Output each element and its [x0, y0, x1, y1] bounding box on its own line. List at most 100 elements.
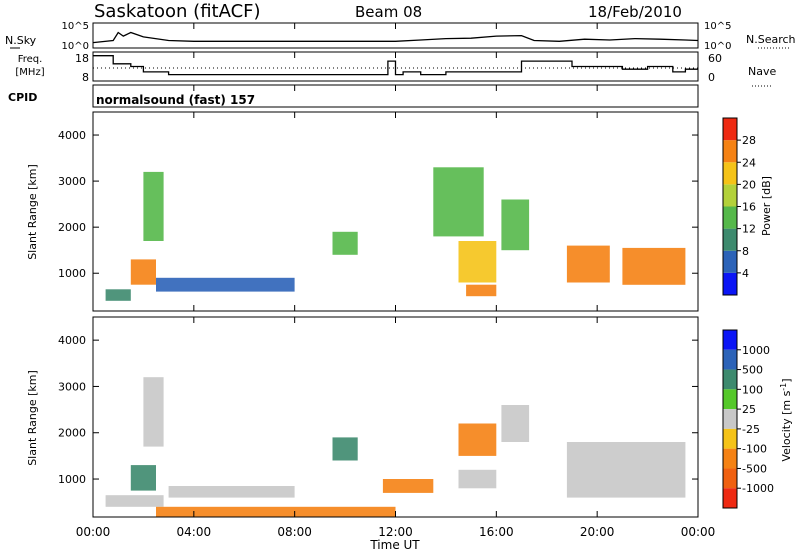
power-cbar-cell-6 [723, 140, 737, 163]
power-colorbar: 4 8 12 16 20 24 28 Power [dB] [722, 117, 773, 296]
power-colorbar-label: Power [dB] [760, 176, 773, 236]
velocity-blobs-blob-2 [143, 377, 164, 447]
power-ylabel: Slant Range [km] [26, 164, 39, 260]
velocity-colorbar-ticks: 1000 500 100 25 -25 -100 -500 -1000 [737, 344, 774, 495]
freq-tick-top: 18 [75, 52, 89, 65]
time-tick-label-3: 12:00 [378, 525, 413, 539]
station-title: Saskatoon (fitACF) [94, 1, 261, 22]
noise-panel: N.Sky 10^5 10^0 10^5 10^0 N.Search [5, 21, 796, 52]
velocity-cbar-cell-0 [723, 330, 737, 350]
velocity-yticks-label-0: 1000 [58, 473, 86, 486]
velocity-blobs-blob-9 [501, 405, 530, 442]
power-cbar-label-2: 12 [742, 223, 756, 236]
power-blobs-blob-2 [143, 171, 164, 241]
velocity-cbar-label-1: 500 [742, 364, 763, 377]
power-cbar-label-6: 28 [742, 134, 756, 147]
velocity-blobs-blob-6 [382, 479, 434, 493]
velocity-yticks-label-1: 2000 [58, 427, 86, 440]
velocity-cbar-cell-4 [723, 409, 737, 429]
velocity-blobs-blob-8 [458, 469, 497, 489]
power-cbar-label-3: 16 [742, 201, 756, 214]
power-blobs-blob-1 [130, 259, 156, 285]
power-blobs-blob-4 [332, 231, 358, 255]
power-yticks-label-3: 4000 [58, 129, 86, 142]
noise-right-tick-top: 10^5 [704, 21, 731, 32]
power-yticks-label-2: 3000 [58, 175, 86, 188]
power-cbar-label-4: 20 [742, 178, 756, 191]
velocity-cbar-cell-6 [723, 448, 737, 469]
power-panel: 1000 2000 3000 4000 Slant Range [km] [26, 111, 699, 312]
freq-line [93, 55, 698, 76]
power-blobs-blob-10 [622, 247, 686, 285]
noise-left-tick-top: 10^5 [62, 21, 89, 32]
power-cbar-cell-5 [723, 162, 737, 185]
velocity-colorbar-label: Velocity [m s-1] [779, 378, 793, 461]
velocity-colorbar-label-main: Velocity [m s [780, 390, 793, 461]
power-cbar-cell-0 [723, 272, 737, 295]
time-axis-ticks: 00:00 04:00 08:00 12:00 16:00 20:00 00:00 [76, 23, 715, 539]
freq-panel: Freq. [MHz] 18 8 60 0 Nave [15, 51, 776, 87]
velocity-cbar-label-2: 100 [742, 383, 763, 396]
velocity-cbar-label-3: 25 [742, 403, 756, 416]
velocity-blobs-blob-7 [458, 423, 497, 456]
power-data [105, 167, 686, 301]
date-label: 18/Feb/2010 [588, 3, 682, 21]
velocity-cbar-cell-1 [723, 349, 737, 370]
velocity-yticks-label-2: 3000 [58, 380, 86, 393]
time-tick-label-5: 20:00 [580, 525, 615, 539]
noise-search-label: N.Search [746, 33, 796, 46]
power-yticks-label-1: 2000 [58, 221, 86, 234]
power-blobs-blob-8 [501, 199, 530, 251]
nave-tick-top: 60 [708, 52, 722, 65]
power-range-ticks: 1000 2000 3000 4000 [58, 129, 698, 280]
power-blobs-blob-7 [466, 284, 497, 297]
noise-right-tick-bottom: 10^0 [704, 41, 731, 52]
velocity-blobs-blob-5 [332, 437, 358, 461]
velocity-cbar-cell-8 [723, 488, 737, 508]
power-cbar-label-0: 4 [742, 267, 749, 280]
power-colorbar-ticks: 4 8 12 16 20 24 28 [737, 134, 756, 280]
freq-label-2: [MHz] [15, 67, 44, 78]
beam-label: Beam 08 [355, 3, 422, 21]
power-cbar-cell-7 [723, 118, 737, 141]
velocity-colorbar: 1000 500 100 25 -25 -100 -500 -1000 Velocity [m… [722, 329, 793, 509]
velocity-cbar-cell-5 [723, 428, 737, 449]
power-cbar-cell-4 [723, 184, 737, 207]
velocity-colorbar-frame [722, 329, 738, 509]
power-colorbar-cells [723, 118, 737, 295]
power-cbar-cell-2 [723, 228, 737, 251]
freq-label-1: Freq. [18, 54, 43, 65]
power-yticks-label-0: 1000 [58, 267, 86, 280]
nave-tick-bottom: 0 [708, 71, 715, 84]
velocity-cbar-label-4: -25 [742, 423, 760, 436]
power-cbar-cell-3 [723, 206, 737, 229]
velocity-panel: 1000 2000 3000 4000 Slant Range [km] [26, 316, 699, 518]
power-blobs-blob-3 [156, 277, 295, 292]
power-blobs-blob-5 [433, 167, 484, 237]
velocity-cbar-label-7: -1000 [742, 482, 774, 495]
velocity-cbar-label-6: -500 [742, 462, 767, 475]
time-tick-label-1: 04:00 [177, 525, 212, 539]
velocity-yticks-label-3: 4000 [58, 334, 86, 347]
velocity-blobs-blob-0 [105, 495, 164, 507]
power-cbar-label-5: 24 [742, 156, 756, 169]
velocity-cbar-cell-3 [723, 389, 737, 410]
noise-left-tick-bottom: 10^0 [62, 41, 89, 52]
power-cbar-cell-1 [723, 250, 737, 273]
noise-sky-label: N.Sky [5, 34, 37, 47]
power-cbar-label-1: 8 [742, 245, 749, 258]
power-blobs-blob-9 [566, 245, 610, 283]
power-blobs-blob-0 [105, 289, 131, 301]
velocity-blobs-blob-3 [168, 486, 295, 498]
time-axis-label: Time UT [369, 538, 420, 552]
velocity-data [105, 377, 686, 517]
time-tick-label-0: 00:00 [76, 525, 111, 539]
velocity-ylabel: Slant Range [km] [26, 370, 39, 466]
velocity-blobs-blob-4 [156, 506, 396, 517]
cpid-text: normalsound (fast) 157 [96, 93, 255, 107]
time-tick-label-2: 08:00 [277, 525, 312, 539]
velocity-cbar-label-0: 1000 [742, 344, 770, 357]
power-blobs-blob-6 [458, 241, 497, 283]
